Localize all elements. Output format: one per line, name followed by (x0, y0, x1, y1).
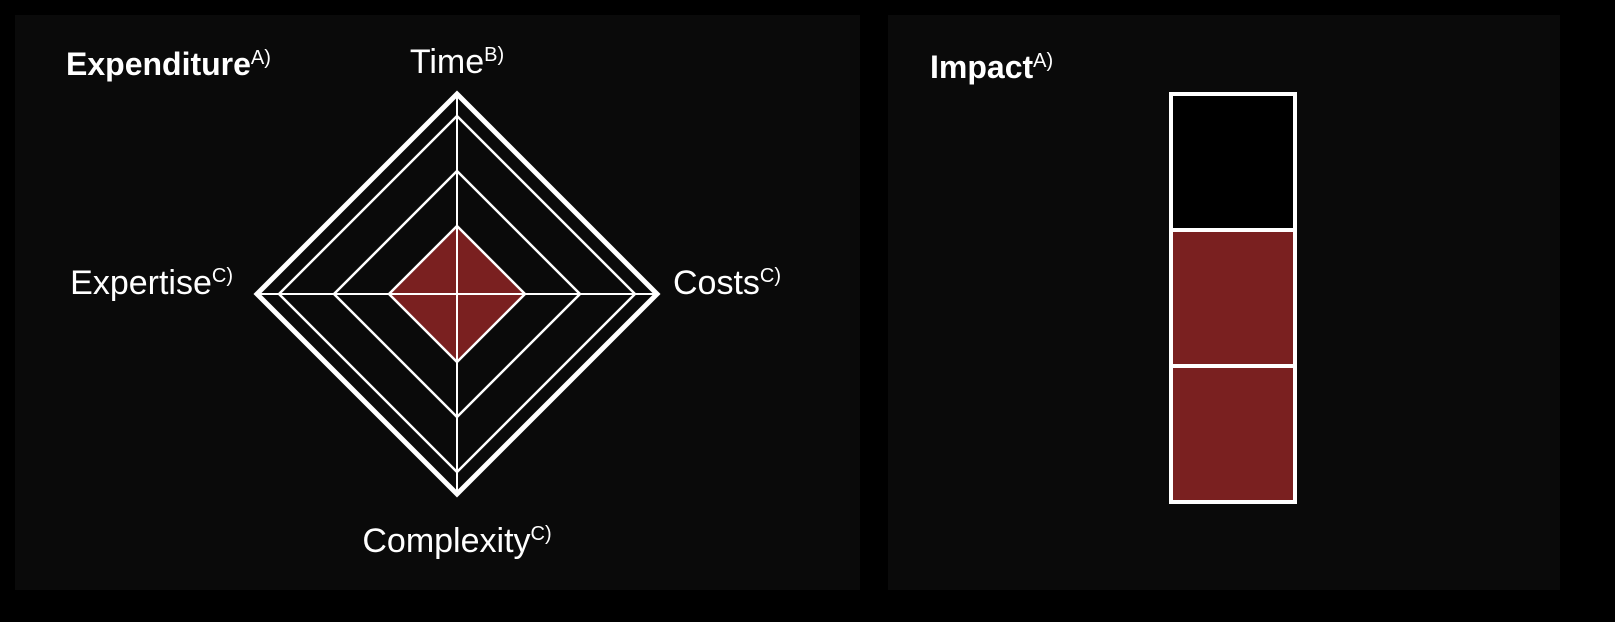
title-text: Impact (930, 49, 1033, 85)
axis-label-note: C) (531, 523, 552, 545)
axis-label: ExpertiseC) (70, 264, 233, 302)
title-note: A) (1033, 50, 1053, 72)
axis-label-note: C) (212, 265, 233, 287)
axis-label-note: C) (760, 265, 781, 287)
title-note: A) (251, 47, 271, 69)
chart-title: ImpactA) (930, 49, 1053, 85)
axis-label-text: Expertise (70, 264, 212, 302)
axis-label: TimeB) (410, 43, 504, 81)
chart-title: ExpenditureA) (66, 46, 271, 82)
axis-label-text: Time (410, 43, 484, 81)
gauge-segment (1169, 228, 1297, 368)
axis-label: CostsC) (673, 264, 781, 302)
gauge-segment (1169, 92, 1297, 232)
title-text: Expenditure (66, 46, 251, 82)
axis-label-note: B) (484, 44, 504, 66)
axis-label-text: Costs (673, 264, 760, 302)
axis-label-text: Complexity (362, 522, 530, 560)
axis-label: ComplexityC) (362, 522, 551, 560)
gauge-segment (1169, 364, 1297, 504)
